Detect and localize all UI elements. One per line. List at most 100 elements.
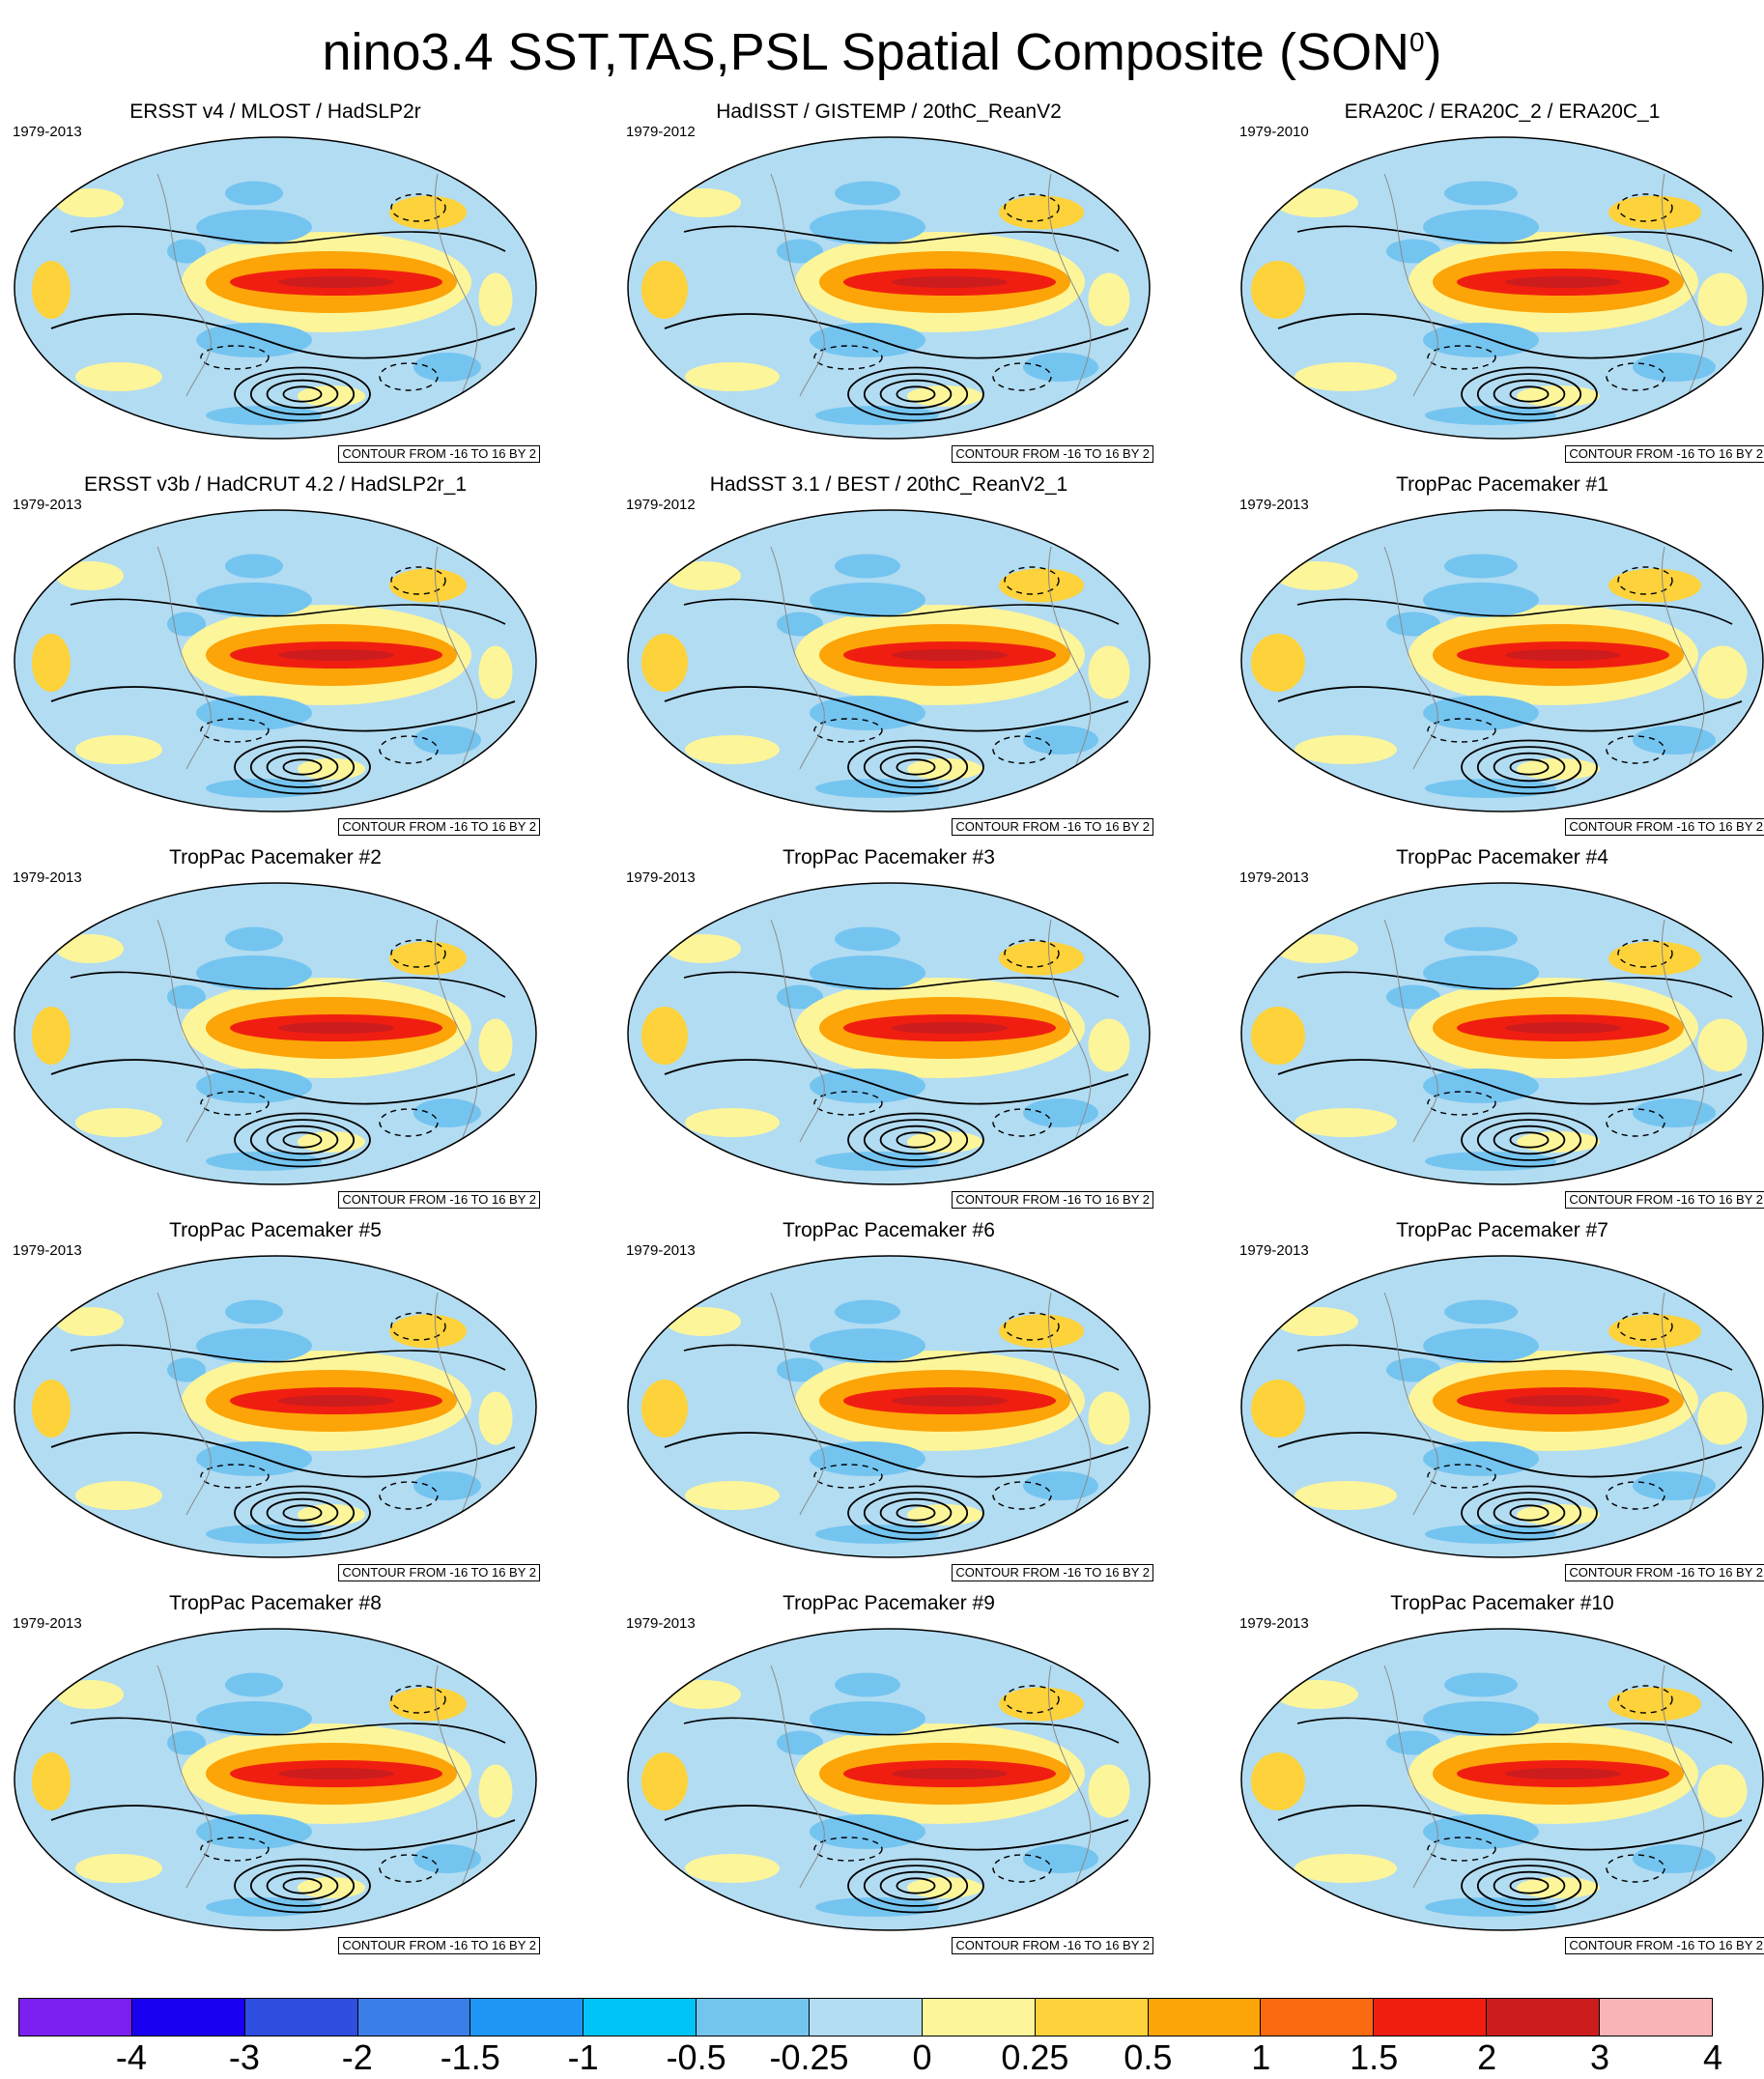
anomaly-patch bbox=[298, 385, 365, 407]
psl-contour-dashed bbox=[813, 718, 883, 743]
anomaly-patch bbox=[1608, 568, 1701, 603]
anomaly-patch bbox=[1444, 926, 1518, 952]
psl-contour-solid bbox=[664, 1432, 1129, 1478]
psl-contour-solid bbox=[70, 225, 506, 252]
psl-contour-solid bbox=[1493, 752, 1566, 783]
anomaly-patch bbox=[413, 1844, 481, 1873]
psl-contour-solid bbox=[1509, 1131, 1550, 1149]
anomaly-patch bbox=[298, 1504, 365, 1525]
psl-contour-solid bbox=[1509, 1504, 1550, 1522]
anomaly-patch bbox=[1251, 634, 1305, 692]
panel-year-range: 1979-2012 bbox=[626, 124, 696, 140]
anomaly-patch bbox=[1088, 1018, 1130, 1072]
anomaly-patch bbox=[75, 1854, 162, 1883]
coastline bbox=[1047, 919, 1092, 1153]
anomaly-patch bbox=[413, 726, 481, 755]
anomaly-patch bbox=[56, 1307, 124, 1336]
anomaly-patch bbox=[666, 1680, 741, 1709]
enso-warm-peak bbox=[892, 1395, 1008, 1407]
psl-contour-solid bbox=[879, 752, 953, 783]
psl-contour-dashed bbox=[379, 362, 439, 391]
anomaly-patch bbox=[1444, 1672, 1518, 1697]
enso-warm-peak bbox=[1505, 276, 1621, 288]
psl-contour-solid bbox=[863, 1119, 969, 1161]
panel-title: TropPac Pacemaker #5 bbox=[169, 1219, 382, 1241]
contour-info-label: CONTOUR FROM -16 TO 16 BY 2 bbox=[338, 1191, 540, 1209]
psl-contour-solid bbox=[1461, 1858, 1598, 1914]
composite-map bbox=[1240, 882, 1764, 1185]
panel-year-range: 1979-2013 bbox=[626, 869, 696, 886]
anomaly-patch bbox=[298, 1131, 365, 1153]
anomaly-patch bbox=[1697, 1391, 1748, 1445]
colorbar-swatch bbox=[357, 1999, 471, 2036]
anomaly-patch bbox=[1633, 1844, 1716, 1873]
panel-title: TropPac Pacemaker #8 bbox=[169, 1592, 382, 1614]
cool-flank-south bbox=[810, 1814, 925, 1849]
anomaly-patch bbox=[413, 1471, 481, 1500]
map-outline bbox=[14, 882, 537, 1185]
psl-contour-solid bbox=[50, 1805, 516, 1851]
colorbar-tick-label: 0.25 bbox=[1001, 2037, 1069, 2077]
psl-contour-dashed bbox=[390, 939, 446, 968]
cool-flank-south bbox=[810, 696, 925, 730]
psl-contour-dashed bbox=[992, 1481, 1052, 1510]
psl-contour-solid bbox=[896, 1131, 936, 1149]
psl-contour-dashed bbox=[1004, 193, 1060, 222]
enso-warm-peak bbox=[1505, 1768, 1621, 1780]
coastline bbox=[1661, 919, 1705, 1153]
colorbar-tick-label: 2 bbox=[1477, 2037, 1497, 2077]
contour-info-label: CONTOUR FROM -16 TO 16 BY 2 bbox=[338, 445, 540, 463]
psl-contour-solid bbox=[1476, 373, 1582, 415]
panel-title: TropPac Pacemaker #4 bbox=[1396, 846, 1608, 869]
psl-contour-solid bbox=[863, 1865, 969, 1907]
psl-contour-solid bbox=[234, 1112, 371, 1168]
psl-contour-solid bbox=[234, 1485, 371, 1541]
colorbar-tick-label: 1 bbox=[1251, 2037, 1271, 2077]
anomaly-patch bbox=[1295, 735, 1397, 764]
anomaly-patch bbox=[389, 1314, 467, 1349]
anomaly-patch bbox=[835, 926, 900, 952]
colorbar-tick-label: -1 bbox=[567, 2037, 599, 2077]
coastline bbox=[434, 1665, 478, 1898]
psl-contour-solid bbox=[249, 373, 356, 415]
psl-contour-solid bbox=[863, 1492, 969, 1534]
psl-contour-solid bbox=[1277, 1432, 1743, 1478]
psl-contour-solid bbox=[879, 1125, 953, 1155]
anomaly-patch bbox=[75, 362, 162, 391]
cool-flank-south bbox=[1423, 1441, 1539, 1476]
panel-year-range: 1979-2013 bbox=[13, 124, 82, 140]
coastline bbox=[156, 546, 212, 770]
psl-contour-solid bbox=[683, 1344, 1120, 1371]
psl-contour-dashed bbox=[992, 1854, 1052, 1883]
psl-contour-dashed bbox=[390, 1685, 446, 1714]
colorbar-tick-label: 3 bbox=[1590, 2037, 1610, 2077]
psl-contour-solid bbox=[1493, 1870, 1566, 1901]
psl-contour-solid bbox=[70, 971, 506, 998]
psl-contour-solid bbox=[234, 1858, 371, 1914]
anomaly-patch bbox=[907, 1131, 982, 1153]
psl-contour-solid bbox=[266, 1497, 339, 1528]
panel-title: TropPac Pacemaker #9 bbox=[782, 1592, 995, 1614]
psl-contour-dashed bbox=[1004, 1312, 1060, 1341]
cool-flank-south bbox=[196, 1814, 312, 1849]
coastline bbox=[1383, 919, 1438, 1143]
cool-flank-north bbox=[810, 210, 925, 244]
coastline bbox=[770, 919, 825, 1143]
colorbar-swatch bbox=[244, 1999, 358, 2036]
coastline bbox=[1047, 1292, 1092, 1525]
anomaly-patch bbox=[835, 1672, 900, 1697]
composite-map bbox=[627, 1255, 1151, 1558]
map-outline bbox=[627, 509, 1151, 812]
panel-year-range: 1979-2013 bbox=[13, 1615, 82, 1632]
map-panel-13: TropPac Pacemaker #8 1979-2013 CONTOUR F… bbox=[5, 1592, 546, 1964]
anomaly-patch bbox=[835, 1299, 900, 1324]
anomaly-patch bbox=[907, 1504, 982, 1525]
cool-flank-north bbox=[1423, 1328, 1539, 1363]
coastline bbox=[434, 173, 478, 407]
map-panel-3: ERA20C / ERA20C_2 / ERA20C_1 1979-2010 C… bbox=[1232, 100, 1764, 472]
anomaly-patch bbox=[389, 195, 467, 230]
psl-contour-solid bbox=[863, 373, 969, 415]
anomaly-patch bbox=[1251, 261, 1305, 319]
colorbar-tick-label: -0.25 bbox=[769, 2037, 849, 2077]
psl-contour-dashed bbox=[1606, 1854, 1665, 1883]
